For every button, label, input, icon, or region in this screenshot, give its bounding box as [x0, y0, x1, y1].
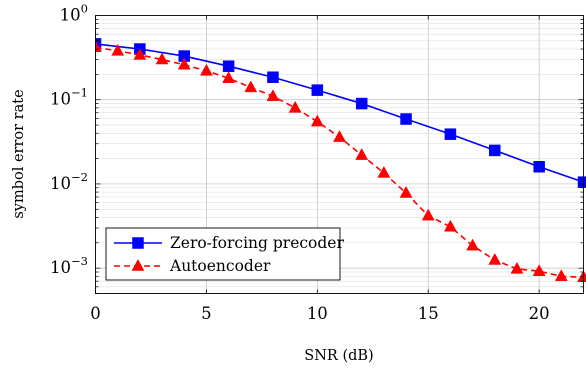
y-tick-base: 10	[50, 90, 71, 109]
x-tick-label: 20	[529, 304, 550, 323]
y-tick-base: 10	[50, 258, 71, 277]
legend-label: Zero-forcing precoder	[170, 234, 344, 252]
y-tick-exponent: −2	[71, 170, 88, 184]
y-tick-exponent: −1	[71, 86, 88, 100]
data-point-triangle	[489, 253, 501, 264]
x-tick-label: 0	[90, 304, 101, 323]
data-point-square	[356, 98, 367, 109]
data-point-square	[445, 129, 456, 140]
y-tick-base: 10	[60, 6, 81, 25]
y-tick-label: 10−3	[50, 254, 88, 277]
y-tick-label: 100	[60, 2, 88, 25]
data-point-square	[312, 85, 323, 96]
data-point-triangle	[311, 115, 323, 126]
data-point-triangle	[245, 81, 257, 92]
data-point-triangle	[200, 64, 212, 75]
x-tick-label: 10	[307, 304, 328, 323]
legend: Zero-forcing precoder Autoencoder	[106, 228, 344, 280]
x-tick-label: 15	[418, 304, 439, 323]
data-point-triangle	[444, 220, 456, 231]
data-point-square	[223, 61, 234, 72]
data-point-triangle	[467, 239, 479, 250]
data-point-triangle	[334, 131, 346, 142]
data-point-square	[578, 177, 586, 188]
y-tick-exponent: 0	[81, 2, 88, 16]
x-tick-label: 5	[201, 304, 212, 323]
data-point-square	[489, 145, 500, 156]
data-point-square	[133, 238, 144, 249]
y-tick-label: 10−1	[50, 86, 88, 109]
legend-label: Autoencoder	[169, 257, 271, 275]
data-point-triangle	[289, 101, 301, 112]
series-line	[96, 44, 584, 182]
data-point-triangle	[356, 149, 368, 160]
y-axis-label: symbol error rate	[11, 89, 27, 218]
data-point-square	[534, 161, 545, 172]
data-point-triangle	[555, 270, 567, 281]
y-tick-exponent: −3	[71, 254, 88, 268]
x-axis-label: SNR (dB)	[304, 348, 373, 364]
data-point-square	[267, 72, 278, 83]
data-point-triangle	[378, 166, 390, 177]
y-tick-label: 10−2	[50, 170, 88, 193]
y-tick-base: 10	[50, 174, 71, 193]
data-point-square	[401, 114, 412, 125]
